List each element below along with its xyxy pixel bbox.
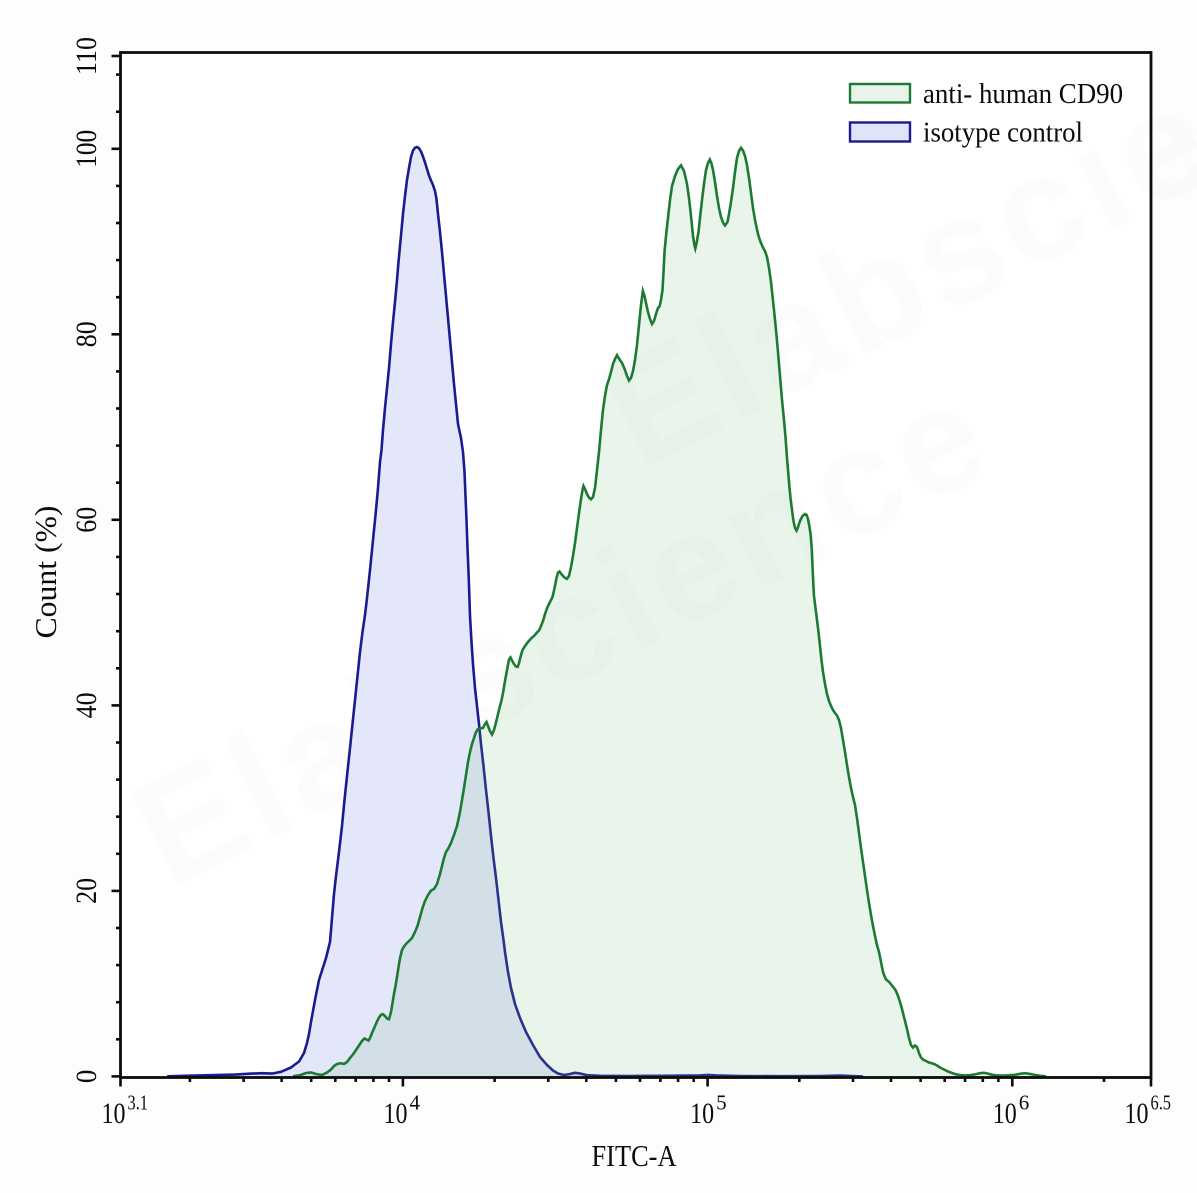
svg-text:isotype control: isotype control xyxy=(923,117,1083,149)
svg-text:110: 110 xyxy=(70,37,103,75)
svg-text:10: 10 xyxy=(1125,1097,1149,1130)
svg-text:10: 10 xyxy=(384,1097,408,1130)
svg-text:100: 100 xyxy=(70,130,103,168)
svg-text:40: 40 xyxy=(70,692,103,718)
svg-text:3.1: 3.1 xyxy=(128,1091,149,1115)
svg-text:80: 80 xyxy=(70,321,103,347)
svg-text:10: 10 xyxy=(102,1097,126,1130)
svg-text:FITC-A: FITC-A xyxy=(592,1138,678,1173)
svg-text:Count (%): Count (%) xyxy=(28,506,63,639)
svg-text:20: 20 xyxy=(70,878,103,904)
svg-text:10: 10 xyxy=(690,1097,714,1130)
svg-text:4: 4 xyxy=(410,1091,421,1115)
svg-text:0: 0 xyxy=(70,1070,103,1084)
svg-text:10: 10 xyxy=(993,1097,1017,1130)
svg-text:5: 5 xyxy=(716,1091,727,1115)
svg-text:6: 6 xyxy=(1019,1091,1030,1115)
svg-text:anti- human CD90: anti- human CD90 xyxy=(923,78,1123,110)
svg-text:60: 60 xyxy=(70,507,103,533)
svg-text:6.5: 6.5 xyxy=(1151,1091,1172,1115)
